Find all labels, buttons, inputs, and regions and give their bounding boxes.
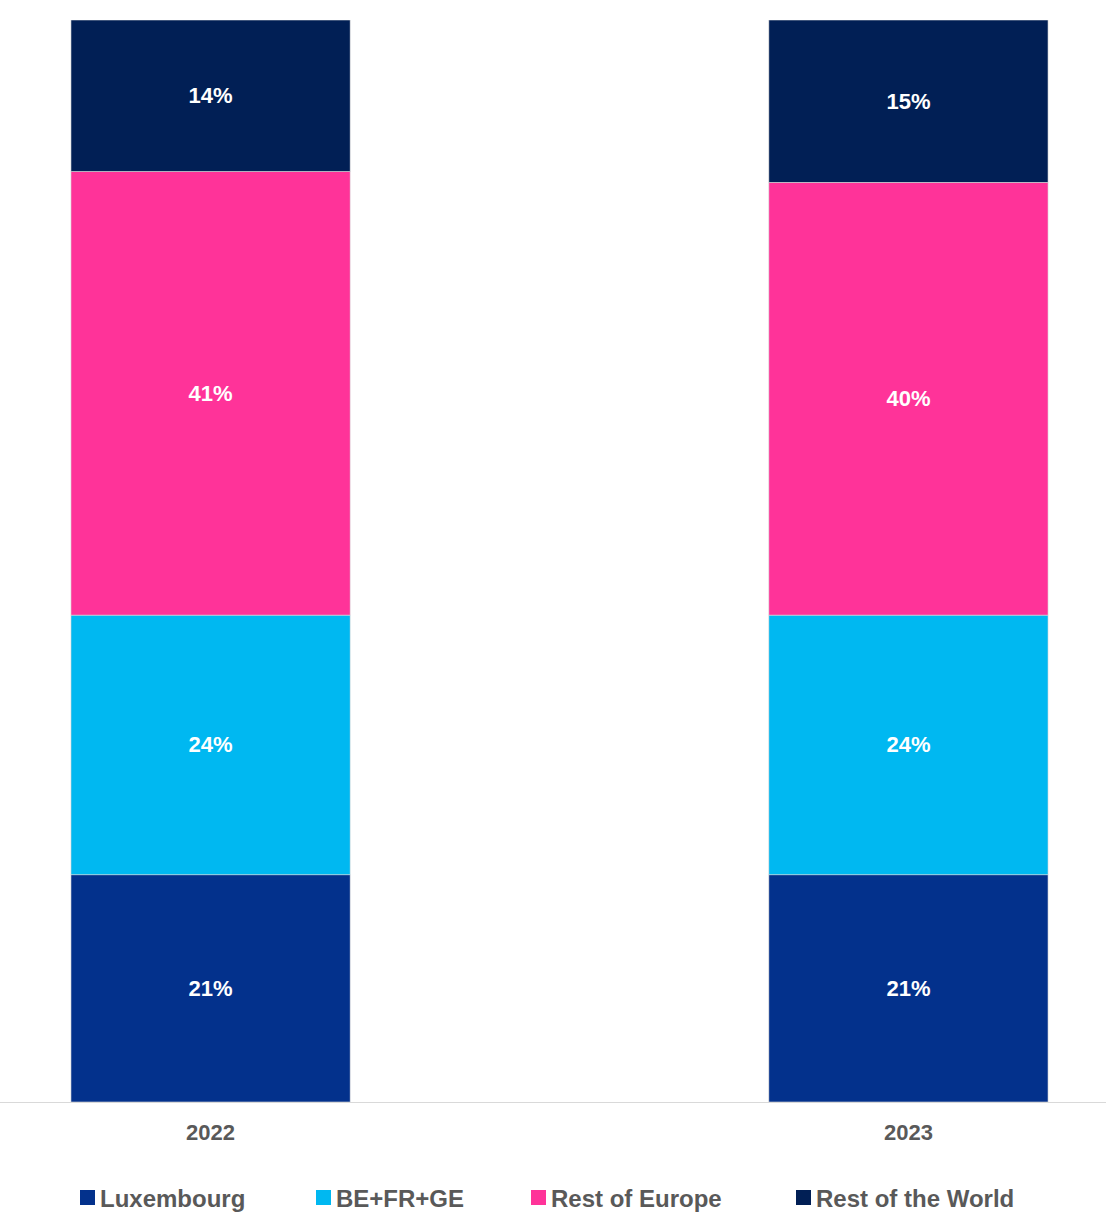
x-axis-line <box>0 1102 1106 1103</box>
x-tick-label: 2023 <box>884 1120 933 1145</box>
legend: Luxembourg BE+FR+GE Rest of Europe Rest of … <box>80 1185 1014 1212</box>
bar-segment <box>71 171 350 615</box>
x-tick-label: 2022 <box>186 1120 235 1145</box>
chart: 21% 21% 24% 24% 41% 40% 14% 15% 2022 2023 Luxembou… <box>0 0 1106 1228</box>
data-label: 41% <box>189 381 233 406</box>
bars <box>71 20 1048 1102</box>
data-label: 14% <box>189 83 233 108</box>
data-label: 24% <box>886 732 930 757</box>
legend-label: Rest of Europe <box>551 1185 722 1212</box>
data-label: 21% <box>189 976 233 1001</box>
bar-segment <box>769 182 1048 615</box>
x-tick: 2022 <box>186 1102 235 1145</box>
bar-segment <box>71 615 350 875</box>
legend-swatch <box>80 1190 95 1205</box>
legend-swatch <box>316 1190 331 1205</box>
legend-swatch <box>531 1190 546 1205</box>
bar-segment <box>769 615 1048 875</box>
legend-item: BE+FR+GE <box>316 1185 464 1212</box>
bar-segment <box>769 875 1048 1102</box>
bar-segment <box>769 20 1048 182</box>
legend-label: Rest of the World <box>816 1185 1014 1212</box>
legend-item: Luxembourg <box>80 1185 245 1212</box>
data-label: 21% <box>886 976 930 1001</box>
data-label: 24% <box>189 732 233 757</box>
x-axis: 2022 2023 <box>0 1102 1106 1145</box>
data-labels: 21% 21% 24% 24% 41% 40% 14% 15% <box>189 83 931 1001</box>
legend-item: Rest of Europe <box>531 1185 722 1212</box>
data-label: 40% <box>886 386 930 411</box>
data-label: 15% <box>886 89 930 114</box>
bar-segment <box>71 20 350 171</box>
legend-swatch <box>796 1190 811 1205</box>
x-tick: 2023 <box>884 1102 933 1145</box>
bar-segment <box>71 875 350 1102</box>
legend-label: BE+FR+GE <box>336 1185 464 1212</box>
legend-item: Rest of the World <box>796 1185 1014 1212</box>
legend-label: Luxembourg <box>100 1185 245 1212</box>
